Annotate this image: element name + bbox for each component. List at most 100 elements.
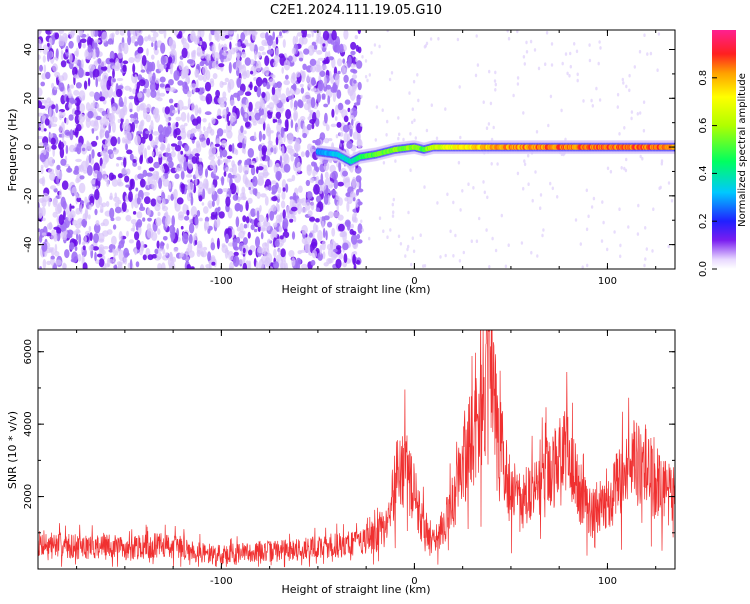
noise-blob — [391, 202, 394, 207]
noise-blob — [539, 206, 542, 210]
noise-blob — [282, 187, 286, 192]
noise-blob — [600, 239, 604, 243]
noise-blob — [62, 230, 67, 238]
noise-blob — [54, 243, 58, 253]
noise-blob — [306, 164, 312, 172]
noise-blob — [107, 149, 114, 155]
noise-blob — [92, 246, 99, 251]
noise-blob — [102, 72, 109, 83]
noise-blob — [211, 261, 216, 266]
noise-blob — [184, 122, 188, 127]
noise-blob — [87, 214, 91, 220]
noise-blob — [97, 107, 103, 112]
noise-blob — [144, 196, 151, 205]
noise-blob — [278, 248, 281, 256]
noise-blob — [174, 145, 182, 152]
noise-blob — [196, 109, 202, 114]
noise-blob — [120, 42, 126, 52]
noise-blob — [272, 61, 278, 67]
noise-blob — [318, 79, 324, 92]
noise-blob — [170, 143, 178, 147]
noise-blob — [423, 185, 426, 189]
noise-blob — [42, 55, 46, 63]
noise-blob — [576, 72, 579, 77]
noise-blob — [148, 70, 153, 82]
noise-blob — [164, 217, 169, 228]
noise-blob — [292, 35, 297, 46]
noise-blob — [161, 262, 166, 269]
noise-blob — [637, 203, 640, 208]
noise-blob — [486, 195, 489, 200]
noise-blob — [624, 168, 628, 173]
noise-blob — [308, 232, 313, 238]
spectrogram-frame — [37, 29, 676, 270]
noise-blob — [107, 38, 113, 45]
noise-blob — [320, 38, 324, 50]
noise-blob — [606, 166, 610, 171]
noise-blob — [319, 216, 323, 223]
noise-blob — [243, 130, 247, 135]
noise-blob — [255, 156, 259, 162]
noise-blob — [242, 262, 248, 269]
colorbar: 0.0 0.2 0.4 0.6 0.8 Normalized spectral ampl… — [698, 30, 748, 277]
noise-blob — [307, 210, 313, 217]
noise-blob — [167, 194, 171, 202]
noise-blob — [42, 259, 47, 269]
noise-blob — [322, 30, 330, 41]
noise-blob — [190, 266, 195, 269]
noise-blob — [556, 195, 559, 199]
noise-blob — [250, 224, 255, 231]
noise-blob — [190, 133, 194, 139]
noise-blob — [301, 237, 309, 245]
noise-blob — [601, 200, 604, 204]
noise-blob — [271, 184, 278, 194]
noise-blob — [39, 105, 46, 109]
noise-blob — [642, 100, 646, 104]
noise-blob — [126, 230, 129, 237]
spectrogram-panel: -100 0 100 -40 -20 0 20 40 Height of straight l… — [6, 29, 676, 296]
noise-blob — [136, 211, 143, 219]
noise-blob — [312, 168, 316, 178]
noise-blob — [88, 204, 92, 211]
noise-blob — [639, 111, 642, 115]
noise-blob — [74, 245, 78, 252]
noise-blob — [292, 71, 296, 82]
noise-blob — [252, 176, 258, 187]
noise-blob — [168, 160, 174, 169]
noise-blob — [355, 60, 363, 69]
noise-blob — [96, 171, 103, 182]
noise-blob — [58, 214, 65, 226]
noise-blob — [105, 201, 110, 207]
noise-blob — [294, 142, 301, 153]
noise-blob — [132, 88, 136, 95]
noise-blob — [258, 214, 265, 223]
noise-blob — [80, 160, 88, 172]
noise-blob — [303, 48, 310, 55]
noise-blob — [139, 102, 147, 111]
noise-blob — [598, 40, 601, 44]
noise-blob — [247, 231, 251, 239]
noise-blob — [267, 238, 271, 244]
noise-blob — [330, 123, 337, 128]
noise-blob — [133, 119, 139, 124]
noise-blob — [356, 138, 362, 148]
noise-blob — [224, 247, 229, 259]
noise-blob — [92, 100, 96, 108]
noise-blob — [266, 123, 271, 134]
noise-blob — [306, 123, 312, 131]
noise-blob — [357, 46, 362, 54]
noise-blob — [175, 121, 179, 128]
noise-blob — [198, 195, 203, 202]
noise-blob — [307, 243, 311, 256]
noise-blob — [409, 132, 412, 136]
noise-blob — [158, 63, 164, 72]
noise-blob — [237, 41, 241, 48]
noise-blob — [73, 50, 79, 56]
noise-blob — [282, 217, 289, 229]
noise-blob — [237, 142, 244, 149]
noise-blob — [203, 220, 210, 231]
snr-ylabel: SNR (10 * v/v) — [6, 411, 19, 489]
noise-blob — [249, 160, 256, 165]
noise-blob — [75, 82, 82, 89]
y-tick-label: 0 — [23, 144, 34, 150]
